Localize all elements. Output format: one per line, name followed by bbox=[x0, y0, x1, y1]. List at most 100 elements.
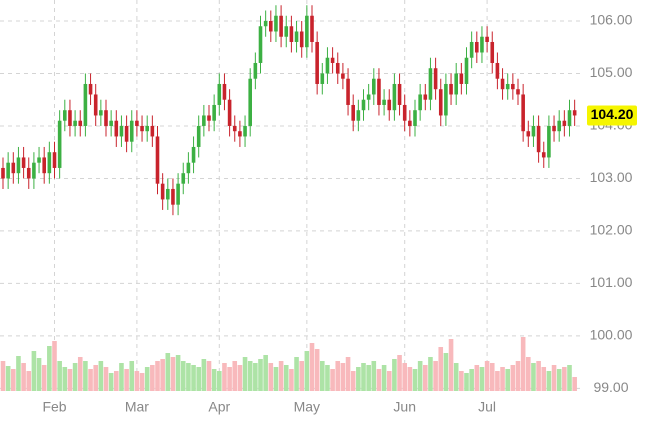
volume-bar bbox=[397, 355, 402, 391]
volume-bar bbox=[144, 367, 150, 391]
volume-bar bbox=[320, 361, 325, 391]
volume-bar bbox=[103, 367, 109, 391]
volume-bar bbox=[551, 365, 557, 391]
candle-body bbox=[176, 183, 180, 205]
volume-bar bbox=[67, 369, 73, 391]
candle-body bbox=[253, 62, 258, 79]
candle-body bbox=[346, 78, 350, 105]
candle-body bbox=[181, 173, 186, 184]
candle-body bbox=[418, 94, 422, 111]
candle-body bbox=[248, 78, 252, 126]
y-tick-label: 105.00 bbox=[590, 64, 633, 80]
candle-body bbox=[263, 20, 268, 27]
volume-bar bbox=[268, 363, 274, 391]
candle-body bbox=[557, 120, 561, 132]
volume-bar bbox=[186, 363, 191, 391]
candle-body bbox=[423, 94, 428, 100]
candle-body bbox=[459, 73, 464, 84]
volume-bar bbox=[129, 361, 135, 391]
candle-body bbox=[377, 78, 381, 105]
volume-bar bbox=[438, 347, 444, 391]
volume-bar bbox=[62, 367, 68, 391]
volume-bar bbox=[433, 361, 438, 391]
volume-bar bbox=[258, 359, 263, 391]
volume-bar bbox=[289, 369, 294, 391]
volume-bar bbox=[428, 357, 433, 391]
candle-body bbox=[1, 167, 5, 179]
candle-body bbox=[150, 125, 155, 137]
volume-bar bbox=[237, 365, 243, 391]
candle-body bbox=[572, 110, 577, 116]
volume-bar bbox=[88, 369, 93, 391]
volume-bar bbox=[294, 357, 299, 391]
y-tick-label: 103.00 bbox=[590, 169, 633, 185]
volume-bar bbox=[330, 369, 335, 391]
volume-bar bbox=[222, 363, 227, 391]
volume-bar bbox=[273, 367, 279, 391]
volume-bar bbox=[160, 359, 165, 391]
volume-bar bbox=[371, 361, 377, 391]
y-tick-label: 106.00 bbox=[590, 12, 633, 28]
candle-body bbox=[269, 20, 273, 32]
candle-body bbox=[320, 73, 325, 84]
candle-body bbox=[536, 125, 541, 153]
candle-body bbox=[207, 115, 211, 121]
candle-body bbox=[531, 125, 536, 137]
candle-body bbox=[42, 157, 46, 174]
volume-bar bbox=[77, 357, 83, 391]
volume-bar bbox=[11, 369, 16, 391]
y-tick-label: 101.00 bbox=[590, 274, 633, 290]
last-price-badge bbox=[587, 105, 637, 126]
y-tick-label: 102.00 bbox=[590, 222, 633, 238]
y-tick-label: 99.00 bbox=[593, 379, 628, 395]
candle-body bbox=[57, 120, 62, 168]
candle-body bbox=[454, 73, 458, 95]
candle-body bbox=[21, 157, 26, 168]
candle-body bbox=[47, 152, 52, 174]
candle-body bbox=[372, 78, 376, 95]
candle-body bbox=[366, 94, 371, 100]
volume-bar bbox=[464, 373, 469, 391]
volume-bar bbox=[41, 365, 47, 391]
candle-body bbox=[397, 83, 402, 105]
volume-bar bbox=[26, 371, 32, 391]
candle-body bbox=[361, 99, 366, 111]
x-tick-label: Apr bbox=[208, 399, 230, 415]
candle-body bbox=[402, 104, 407, 121]
candle-body bbox=[413, 110, 417, 126]
candle-body bbox=[351, 104, 355, 121]
candle-body bbox=[521, 94, 525, 132]
candle-body bbox=[222, 83, 227, 100]
volume-bar bbox=[165, 353, 171, 391]
volume-bar bbox=[556, 369, 562, 391]
volume-bar bbox=[180, 361, 186, 391]
candle-body bbox=[500, 78, 505, 90]
volume-bar bbox=[572, 377, 577, 391]
volume-bar bbox=[196, 367, 201, 391]
volume-bar bbox=[206, 361, 212, 391]
candle-body bbox=[124, 125, 129, 142]
volume-bar bbox=[36, 358, 42, 391]
candle-body bbox=[140, 125, 144, 132]
candle-body bbox=[562, 120, 567, 126]
volume-bar bbox=[21, 363, 26, 391]
volume-bar bbox=[278, 361, 284, 391]
volume-bar bbox=[562, 367, 567, 391]
volume-bar bbox=[232, 361, 238, 391]
candle-body bbox=[516, 89, 520, 95]
volume-bar bbox=[495, 371, 500, 391]
volume-bar bbox=[510, 365, 516, 391]
volume-bar bbox=[443, 353, 449, 391]
volume-bar bbox=[412, 369, 418, 391]
candle-body bbox=[495, 62, 500, 79]
x-tick-label: Mar bbox=[125, 399, 149, 415]
volume-bar bbox=[489, 363, 495, 391]
volume-bar bbox=[283, 365, 289, 391]
volume-bar bbox=[170, 357, 176, 391]
candle-body bbox=[129, 120, 134, 142]
candle-body bbox=[299, 31, 304, 48]
candle-body bbox=[408, 120, 412, 126]
volume-bar bbox=[304, 351, 310, 391]
volume-bar bbox=[515, 361, 521, 391]
